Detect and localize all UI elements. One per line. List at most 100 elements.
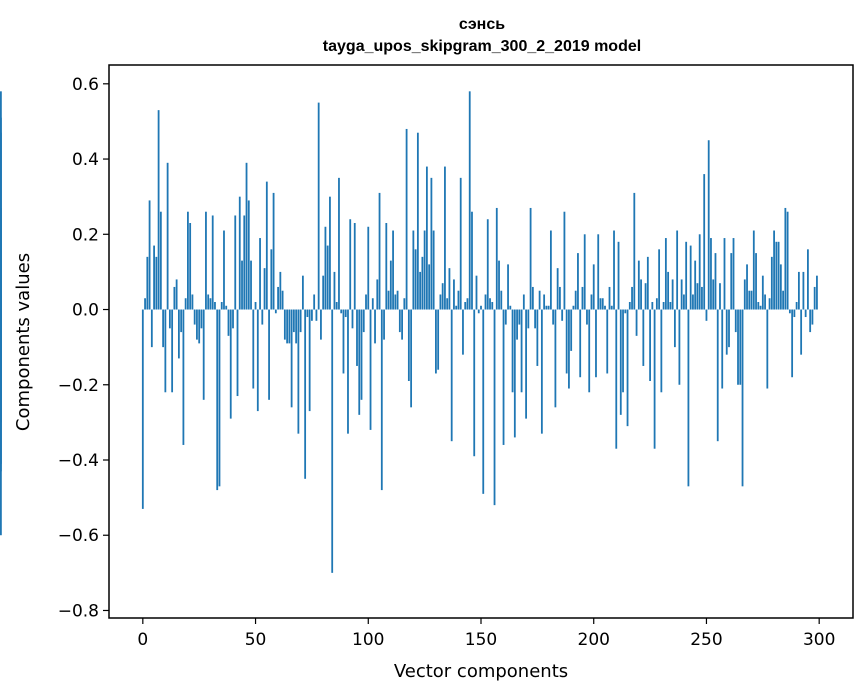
chart-title-line2: tayga_upos_skipgram_300_2_2019 model xyxy=(323,38,641,55)
bar-122 xyxy=(416,132,419,310)
bar-258 xyxy=(723,238,726,310)
bar-14 xyxy=(173,286,176,310)
bar-177 xyxy=(540,309,543,434)
bar-286 xyxy=(786,211,789,310)
bar-39 xyxy=(229,309,232,419)
bar-159 xyxy=(500,290,503,310)
bar-35 xyxy=(220,302,223,310)
bar-16 xyxy=(177,309,180,359)
bar-41 xyxy=(234,215,237,310)
bar-247 xyxy=(698,234,701,310)
bar-183 xyxy=(554,309,557,408)
bar-202 xyxy=(597,234,600,310)
bar-279 xyxy=(770,256,773,310)
bar-29 xyxy=(207,294,210,310)
bar-253 xyxy=(712,279,715,310)
bar-6 xyxy=(155,256,158,310)
bar-152 xyxy=(484,294,487,310)
bar-5 xyxy=(153,245,155,310)
plot-frame xyxy=(108,64,854,619)
bar-13 xyxy=(171,309,174,393)
bar-187 xyxy=(563,211,566,310)
bar-56 xyxy=(268,309,270,400)
bar-155 xyxy=(491,302,494,310)
bar-147 xyxy=(473,309,476,457)
bar-49 xyxy=(252,309,255,389)
bar-123 xyxy=(419,271,422,310)
bar-266 xyxy=(741,309,744,487)
bar-161 xyxy=(504,309,507,325)
bar-229 xyxy=(658,249,661,310)
y-axis-label: Components values xyxy=(13,253,34,431)
bar-72 xyxy=(304,309,307,479)
bar-111 xyxy=(392,230,394,310)
bar-201 xyxy=(595,309,597,378)
bar-190 xyxy=(570,309,573,351)
bar-172 xyxy=(529,207,532,310)
bar-107 xyxy=(383,309,385,340)
bar-129 xyxy=(432,230,435,310)
bar-31 xyxy=(211,215,214,310)
bar-162 xyxy=(507,264,509,310)
bar-8 xyxy=(159,211,162,310)
y-tick-label: 0.2 xyxy=(72,225,99,245)
bar-120 xyxy=(412,230,415,310)
bar-271 xyxy=(752,230,755,310)
bar-50 xyxy=(254,302,257,310)
bar-251 xyxy=(707,140,710,310)
bar-136 xyxy=(448,268,451,310)
bar-296 xyxy=(809,309,812,333)
bar-260 xyxy=(728,309,730,348)
bar-174 xyxy=(534,309,537,329)
bar-250 xyxy=(705,309,708,321)
bar-165 xyxy=(513,309,516,438)
bar-143 xyxy=(464,302,467,310)
bar-224 xyxy=(646,256,649,310)
bar-221 xyxy=(640,279,642,310)
bar-181 xyxy=(549,230,552,310)
bar-52 xyxy=(259,238,261,310)
bar-259 xyxy=(725,309,728,355)
bar-71 xyxy=(301,275,304,310)
bar-144 xyxy=(466,298,469,310)
bar-230 xyxy=(660,309,663,393)
bar-89 xyxy=(342,309,345,374)
bar-185 xyxy=(559,286,561,310)
bar-23 xyxy=(193,309,196,325)
bar-213 xyxy=(622,309,624,393)
bar-1 xyxy=(144,298,146,310)
bar-270 xyxy=(750,290,753,310)
bar-109 xyxy=(387,290,390,310)
bar-128 xyxy=(430,177,433,310)
bar-245 xyxy=(694,260,697,310)
bar-293 xyxy=(802,271,805,310)
bar-43 xyxy=(238,196,241,310)
bar-79 xyxy=(320,309,322,340)
bar-undefined xyxy=(0,117,2,310)
bar-87 xyxy=(338,177,340,310)
bar-66 xyxy=(290,309,293,408)
bar-130 xyxy=(435,309,437,374)
bar-40 xyxy=(232,309,234,329)
bar-125 xyxy=(423,230,426,310)
bar-115 xyxy=(401,309,403,340)
y-tick-label: −0.8 xyxy=(58,601,99,621)
bar-178 xyxy=(543,294,546,310)
bar-164 xyxy=(511,309,514,393)
bar-47 xyxy=(247,200,250,310)
bar-110 xyxy=(389,260,392,310)
bar-4 xyxy=(150,309,153,348)
bar-203 xyxy=(599,298,602,310)
bar-12 xyxy=(168,309,171,329)
bar-195 xyxy=(581,286,584,310)
bar-145 xyxy=(468,91,471,310)
bar-243 xyxy=(689,245,692,310)
bar-103 xyxy=(374,309,376,344)
bar-217 xyxy=(631,286,633,310)
bar-76 xyxy=(313,294,316,310)
bar-156 xyxy=(493,309,496,506)
bar-151 xyxy=(482,309,485,494)
bar-189 xyxy=(568,309,570,389)
bar-168 xyxy=(520,309,523,393)
